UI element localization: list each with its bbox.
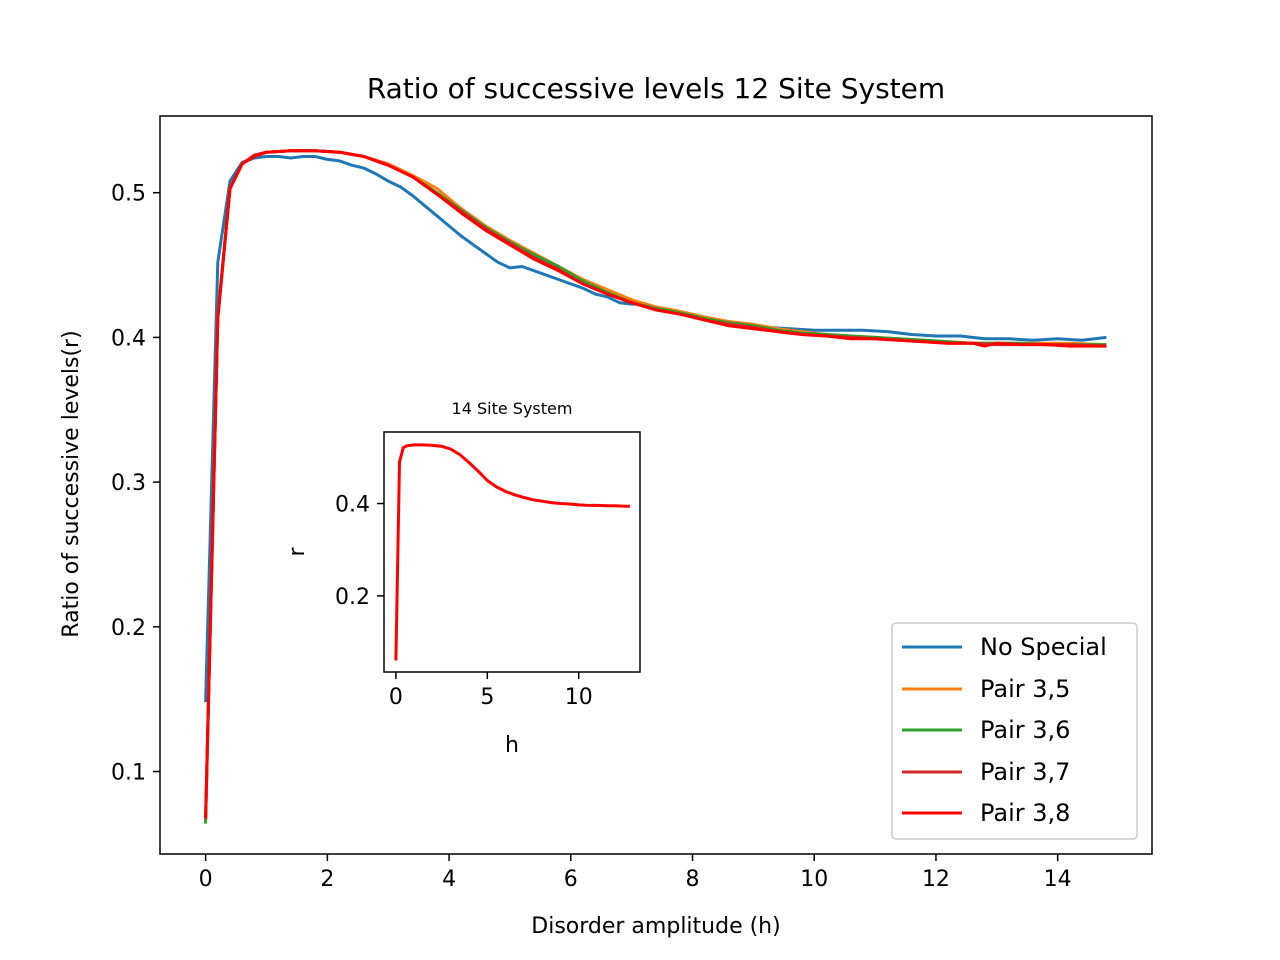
inset-background (384, 432, 640, 672)
inset-y-tick-label-1: 0.4 (335, 493, 370, 518)
chart-title: Ratio of successive levels 12 Site Syste… (367, 72, 945, 105)
legend-label-pair-3-7: Pair 3,7 (980, 758, 1070, 786)
main-x-tick-label-1: 2 (320, 867, 334, 892)
inset-x-tick-label-2: 10 (565, 685, 593, 710)
y-axis-label: Ratio of successive levels(r) (59, 330, 84, 637)
inset-plot-lines (394, 443, 630, 661)
main-y-tick-label-3: 0.4 (111, 326, 146, 351)
x-axis-label: Disorder amplitude (h) (531, 914, 780, 939)
main-series-line-4 (204, 149, 1107, 818)
inset-y-tick-label-0: 0.2 (335, 585, 370, 610)
main-plot-lines (204, 149, 1107, 824)
inset-axis-ticks: 0 5 10 0.2 0.4 (335, 493, 593, 710)
main-axis-ticks: 0 2 4 6 8 10 12 14 0.1 0.2 0.3 0.4 0.5 (111, 182, 1072, 892)
inset-x-axis-label: h (505, 733, 519, 758)
inset-x-tick-label-0: 0 (389, 685, 403, 710)
main-series-line-0 (204, 155, 1107, 703)
main-x-tick-label-7: 14 (1044, 867, 1072, 892)
main-x-tick-label-2: 4 (442, 867, 456, 892)
main-y-tick-label-1: 0.2 (111, 616, 146, 641)
main-x-tick-label-3: 6 (564, 867, 578, 892)
main-x-tick-label-0: 0 (199, 867, 213, 892)
inset-axes-frame (383, 431, 641, 673)
main-y-tick-label-0: 0.1 (111, 761, 146, 786)
legend-label-no-special: No Special (980, 633, 1107, 661)
inset-y-axis-label: r (285, 547, 310, 557)
legend-label-pair-3-6: Pair 3,6 (980, 716, 1070, 744)
main-x-tick-label-6: 12 (922, 867, 950, 892)
legend-label-pair-3-8: Pair 3,8 (980, 799, 1070, 827)
legend-label-pair-3-5: Pair 3,5 (980, 675, 1070, 703)
main-y-tick-label-2: 0.3 (111, 471, 146, 496)
main-y-tick-label-4: 0.5 (111, 182, 146, 207)
main-axes-frame (159, 115, 1153, 855)
inset-x-tick-label-1: 5 (480, 685, 494, 710)
legend-box (891, 622, 1138, 840)
inset-series-line-0 (394, 443, 630, 661)
inset-title: 14 Site System (452, 399, 573, 418)
legend: No Special Pair 3,5 Pair 3,6 Pair 3,7 Pa… (891, 622, 1138, 840)
main-x-tick-label-5: 10 (800, 867, 828, 892)
main-x-tick-label-4: 8 (686, 867, 700, 892)
